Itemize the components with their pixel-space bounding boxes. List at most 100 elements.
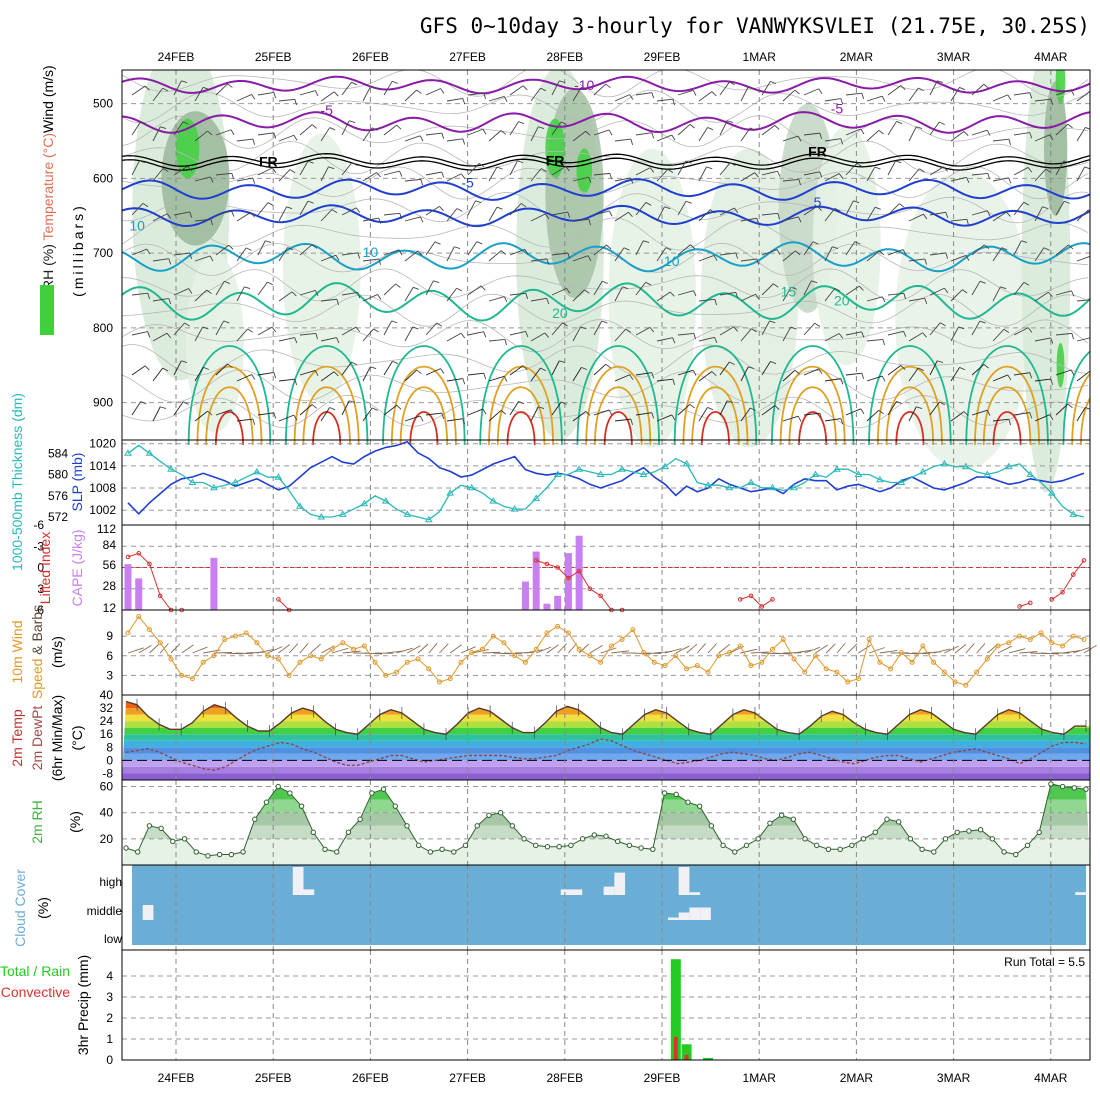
rh2m-point xyxy=(615,838,621,845)
temp2m-units: (°C) xyxy=(69,725,85,750)
wind-barb xyxy=(1076,209,1089,222)
thickness-point xyxy=(897,478,906,485)
wind-barb-flag xyxy=(247,328,253,333)
wind-barb-flag xyxy=(413,286,419,290)
x-label-bottom: 24FEB xyxy=(158,1071,195,1085)
wind-barb-flag xyxy=(475,200,482,204)
wind-barb xyxy=(698,127,708,142)
wind10-point xyxy=(727,650,733,655)
wind-barb xyxy=(509,160,518,176)
wind-barb xyxy=(299,124,313,136)
wind-barb-flag xyxy=(818,368,823,375)
wind10-point xyxy=(898,650,904,655)
wind-barb xyxy=(509,330,526,336)
rh-contour-line xyxy=(122,70,1089,98)
wind-barb xyxy=(593,83,606,96)
cloud-level-label: high xyxy=(99,875,122,889)
wind-barb-flag xyxy=(979,280,986,284)
wind-barb-flag xyxy=(943,166,948,172)
wind10-barb xyxy=(256,649,275,654)
wind-barb xyxy=(1055,290,1072,296)
wind-barb-flag xyxy=(1093,337,1095,342)
wind-barb xyxy=(488,338,505,342)
wind-barb xyxy=(614,211,629,222)
wind-barb xyxy=(887,365,902,376)
wind-barb xyxy=(131,365,146,376)
wind10-point xyxy=(802,669,808,675)
wind-barb xyxy=(551,252,568,256)
wind10-point xyxy=(232,633,238,639)
temperature-contour xyxy=(196,365,263,446)
x-label-bottom: 29FEB xyxy=(644,1071,681,1085)
temperature-contour xyxy=(122,111,1090,134)
wind10-point xyxy=(877,659,883,665)
cape-tick-label: 28 xyxy=(103,579,117,593)
wind-barb-flag xyxy=(207,130,213,136)
wind-barb-flag xyxy=(979,320,986,324)
wind-barb xyxy=(593,172,610,176)
rh2m-point xyxy=(591,832,597,838)
wind-barb xyxy=(341,207,357,216)
wind-barb xyxy=(803,171,820,176)
wind10-point xyxy=(501,640,507,646)
wind-barb xyxy=(320,127,331,142)
rh2m-point xyxy=(240,849,246,855)
wind-barb xyxy=(866,95,883,102)
wind-barb-flag xyxy=(476,241,483,245)
wind-barb-flag xyxy=(456,208,463,212)
rh2m-point xyxy=(533,842,539,849)
wind-barb xyxy=(824,333,840,342)
wind-barb xyxy=(173,211,190,216)
x-label-top: 29FEB xyxy=(644,50,681,64)
wind-barb xyxy=(278,337,295,342)
wind10-barb xyxy=(879,649,898,654)
thickness-point xyxy=(510,505,519,512)
wind-barb xyxy=(614,328,627,342)
precip-convective-bar xyxy=(684,1054,689,1060)
wind10-barb xyxy=(675,645,690,654)
wind-barb-flag xyxy=(416,89,422,94)
precip-tick-label: 2 xyxy=(106,1011,113,1025)
rh-contour-line xyxy=(122,319,1089,353)
wind-barb xyxy=(698,209,711,222)
wind-barb xyxy=(1076,127,1086,142)
wind-barb xyxy=(257,167,273,176)
wind-barb-flag xyxy=(625,328,632,333)
thickness-point xyxy=(1047,489,1056,496)
wind-barb xyxy=(803,241,814,256)
li-point xyxy=(737,597,743,602)
wind-barb-flag xyxy=(1027,167,1033,173)
wind10-barb xyxy=(740,648,758,654)
wind-barb-flag xyxy=(146,248,151,255)
wind-barb-flag xyxy=(629,94,634,100)
wind-barb-flag xyxy=(460,173,466,179)
wind-barb-flag xyxy=(286,206,293,210)
temperature-contour xyxy=(293,365,360,446)
rh2m-point xyxy=(966,828,972,834)
wind-barb-flag xyxy=(790,286,797,290)
wind-barb xyxy=(782,135,799,142)
rh2m-point xyxy=(907,836,914,842)
cape-tick-label: 56 xyxy=(103,558,117,572)
li-line xyxy=(1019,602,1031,607)
wind-barb xyxy=(782,286,792,302)
wind-barb xyxy=(362,172,377,182)
rh2m-point xyxy=(919,846,925,853)
wind-barb-flag xyxy=(685,200,692,204)
wind-barb xyxy=(299,404,313,416)
wind-barb xyxy=(677,89,694,96)
wind-barb xyxy=(971,172,988,176)
wind10-point xyxy=(845,679,851,685)
wind-barb-flag xyxy=(483,373,487,380)
wind-barb-flag xyxy=(524,249,529,255)
wind-barb-flag xyxy=(945,212,949,219)
rh2m-point xyxy=(474,823,480,829)
wind10-tick-label: 9 xyxy=(106,629,113,643)
wind-barb xyxy=(992,418,1009,422)
rh2m-point xyxy=(732,849,738,855)
wind-barb-flag xyxy=(370,86,377,90)
rh-region xyxy=(185,253,245,433)
rh2m-tick-label: 40 xyxy=(100,806,114,820)
li-point xyxy=(555,565,560,570)
wind-barb xyxy=(719,400,728,416)
